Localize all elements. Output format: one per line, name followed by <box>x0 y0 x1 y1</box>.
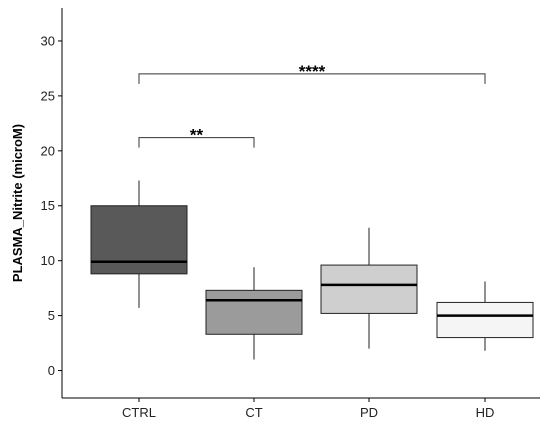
bracket-line <box>138 73 486 84</box>
box-ctrl <box>90 180 188 308</box>
bracket-ctrl-hd: **** <box>138 62 486 84</box>
y-tick-label: 0 <box>48 363 55 378</box>
y-tick-label: 20 <box>41 143 55 158</box>
boxes <box>90 180 534 360</box>
x-tick-label: CT <box>245 405 262 420</box>
x-tick-label: PD <box>360 405 378 420</box>
y-axis-title: PLASMA_Nitrite (microM) <box>10 124 25 282</box>
bracket-ctrl-ct: ** <box>138 126 255 148</box>
box-ct <box>205 267 303 360</box>
box-rect <box>90 205 188 275</box>
box-rect <box>205 289 303 335</box>
x-tick-label: CTRL <box>122 405 156 420</box>
y-tick-label: 15 <box>41 198 55 213</box>
box-pd <box>320 227 418 349</box>
axes: 0 5 10 15 20 25 30 CTRL CT PD HD <box>41 8 540 420</box>
bracket-line <box>138 137 255 148</box>
y-axis-title-group: PLASMA_Nitrite (microM) <box>10 124 25 282</box>
x-tick-label: HD <box>476 405 495 420</box>
y-tick-label: 10 <box>41 253 55 268</box>
box-rect <box>320 264 418 314</box>
y-tick-label: 25 <box>41 88 55 103</box>
box-rect <box>436 301 534 339</box>
significance-label: **** <box>299 62 326 81</box>
box-hd <box>436 281 534 351</box>
significance-brackets: ****** <box>138 62 486 148</box>
y-tick-label: 30 <box>41 33 55 48</box>
significance-label: ** <box>190 126 204 145</box>
y-tick-label: 5 <box>48 308 55 323</box>
